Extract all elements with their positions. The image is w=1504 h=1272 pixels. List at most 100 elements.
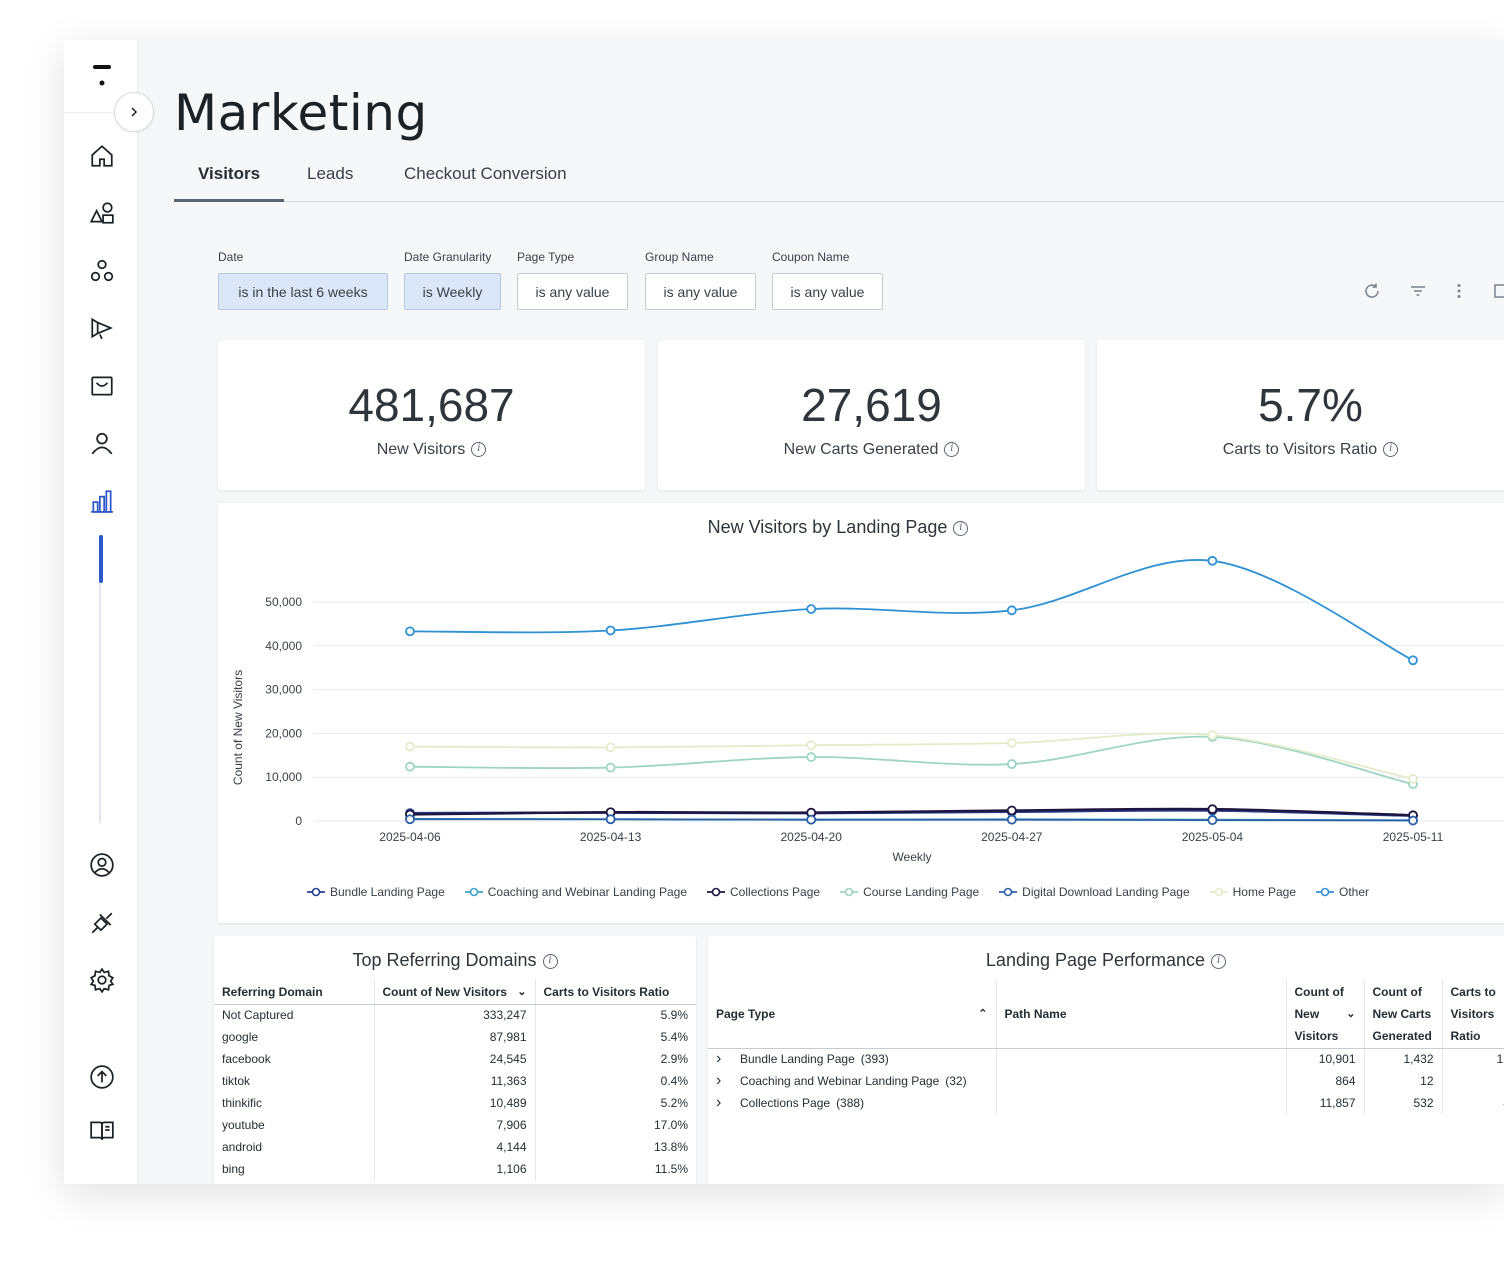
series-line (409, 807, 1414, 817)
filter-label-date: Date (218, 250, 244, 264)
expand-chevron-icon[interactable]: › (716, 1072, 722, 1089)
column-header-page-type[interactable]: Page Type ⌃ (708, 980, 997, 1049)
table-row[interactable]: bing 1,106 11.5% (214, 1158, 696, 1180)
filter-page-type[interactable]: is any value (517, 273, 628, 310)
table-row[interactable]: facebook 24,545 2.9% (214, 1048, 696, 1070)
tab-checkout-conversion[interactable]: Checkout Conversion (404, 164, 567, 183)
column-header-new-carts[interactable]: Count of New Carts Generated (1364, 980, 1443, 1049)
column-header-visitors[interactable]: Count of New Visitors ⌄ (374, 980, 536, 1005)
megaphone-icon[interactable] (88, 314, 116, 342)
refresh-icon[interactable] (1361, 280, 1383, 302)
data-point[interactable] (405, 761, 415, 772)
card-title-text: Landing Page Performance (985, 950, 1206, 970)
data-point[interactable] (605, 814, 616, 825)
cell-ratio: 5.2% (660, 1096, 688, 1110)
info-icon[interactable]: i (953, 520, 969, 536)
filter-group-name[interactable]: is any value (645, 273, 756, 310)
data-point[interactable] (405, 814, 415, 825)
info-icon[interactable]: i (542, 953, 558, 969)
expand-icon[interactable] (1490, 280, 1504, 302)
collapse-sidebar-button[interactable] (114, 92, 154, 132)
y-tick-label: 50,000 (265, 595, 302, 609)
expand-chevron-icon[interactable]: › (716, 1050, 722, 1068)
column-header-new-visitors[interactable]: Count of New ⌄ Visitors (1286, 980, 1365, 1049)
y-tick-label: 0 (295, 814, 302, 828)
data-point[interactable] (1006, 814, 1017, 825)
data-point[interactable] (806, 814, 817, 825)
card-title: Top Referring Domains i (214, 950, 696, 971)
data-point[interactable] (605, 762, 616, 773)
data-point[interactable] (1207, 730, 1218, 741)
info-icon[interactable]: i (1211, 953, 1227, 969)
analytics-icon[interactable] (88, 487, 116, 515)
table-row[interactable]: Not Captured 333,247 5.9% (214, 1004, 696, 1026)
data-point[interactable] (1207, 804, 1218, 815)
book-icon[interactable] (88, 1116, 116, 1144)
sidebar (64, 40, 138, 1184)
data-point[interactable] (1207, 555, 1218, 566)
column-header-path-name[interactable]: Path Name (996, 980, 1287, 1049)
data-point[interactable] (405, 626, 415, 637)
data-point[interactable] (405, 741, 415, 752)
cell-page-type: › Coaching and Webinar Landing Page (32) (708, 1070, 997, 1092)
data-point[interactable] (605, 625, 616, 636)
expand-chevron-icon[interactable]: › (716, 1094, 722, 1111)
filter-coupon-name[interactable]: is any value (772, 273, 883, 310)
header-line: Ratio (1450, 1028, 1481, 1043)
data-point[interactable] (806, 604, 817, 614)
legend-item[interactable]: Home Page (1209, 885, 1296, 899)
community-icon[interactable] (88, 257, 116, 285)
filter-date[interactable]: is in the last 6 weeks (218, 273, 388, 310)
table-row[interactable]: google 87,981 5.4% (214, 1026, 696, 1048)
filter-icon[interactable] (1407, 280, 1429, 302)
data-point[interactable] (1006, 759, 1017, 769)
data-point[interactable] (1408, 774, 1418, 784)
column-header-ratio[interactable]: Carts to Visitors Ratio (535, 980, 696, 1005)
plug-icon[interactable] (88, 909, 116, 937)
data-point[interactable] (1006, 738, 1017, 748)
data-point[interactable] (1408, 815, 1418, 826)
info-icon[interactable]: i (1383, 442, 1399, 458)
data-point[interactable] (1006, 805, 1017, 816)
tab-visitors[interactable]: Visitors (198, 164, 261, 183)
sidebar-scrollbar-track[interactable] (99, 535, 101, 823)
filter-granularity[interactable]: is Weekly (404, 273, 501, 310)
data-point[interactable] (1207, 815, 1218, 826)
table-row[interactable]: › Collections Page (388) 11,8575324.5 (708, 1092, 1504, 1114)
legend-item[interactable]: Digital Download Landing Page (999, 885, 1190, 899)
info-icon[interactable]: i (944, 442, 960, 458)
series-line (409, 818, 1414, 822)
user-icon[interactable] (88, 429, 116, 457)
legend-item[interactable]: Collections Page (707, 885, 820, 899)
data-point[interactable] (806, 752, 817, 762)
info-icon[interactable]: i (471, 442, 487, 458)
table-row[interactable]: thinkific 10,489 5.2% (214, 1092, 696, 1114)
column-header-carts-ratio[interactable]: Carts to Visitors Ratio (1442, 980, 1504, 1049)
data-point[interactable] (806, 740, 817, 751)
header-line: Count of (1294, 984, 1344, 999)
upload-icon[interactable] (88, 1063, 116, 1091)
tab-leads[interactable]: Leads (307, 164, 354, 183)
legend-item[interactable]: Bundle Landing Page (306, 885, 445, 899)
data-point[interactable] (1006, 605, 1017, 616)
page-type-name: Coaching and Webinar Landing Page (740, 1074, 940, 1088)
legend-item[interactable]: Coaching and Webinar Landing Page (464, 885, 687, 899)
gear-icon[interactable] (88, 966, 116, 994)
more-options-icon[interactable] (1448, 280, 1470, 302)
sidebar-scrollbar-thumb[interactable] (99, 535, 103, 583)
column-header-domain[interactable]: Referring Domain (214, 980, 375, 1005)
table-row[interactable]: android 4,144 13.8% (214, 1136, 696, 1158)
data-point[interactable] (605, 742, 616, 753)
legend-item[interactable]: Course Landing Page (840, 885, 979, 899)
legend-item[interactable]: Other (1316, 885, 1369, 899)
logo-icon[interactable] (90, 62, 114, 88)
shapes-icon[interactable] (88, 199, 116, 227)
data-point[interactable] (1408, 655, 1418, 666)
table-row[interactable]: youtube 7,906 17.0% (214, 1114, 696, 1136)
home-icon[interactable] (88, 142, 116, 170)
table-row[interactable]: tiktok 11,363 0.4% (214, 1070, 696, 1092)
table-row[interactable]: › Coaching and Webinar Landing Page (32) 86… (708, 1070, 1504, 1092)
inbox-icon[interactable] (88, 372, 116, 400)
account-icon[interactable] (88, 851, 116, 879)
